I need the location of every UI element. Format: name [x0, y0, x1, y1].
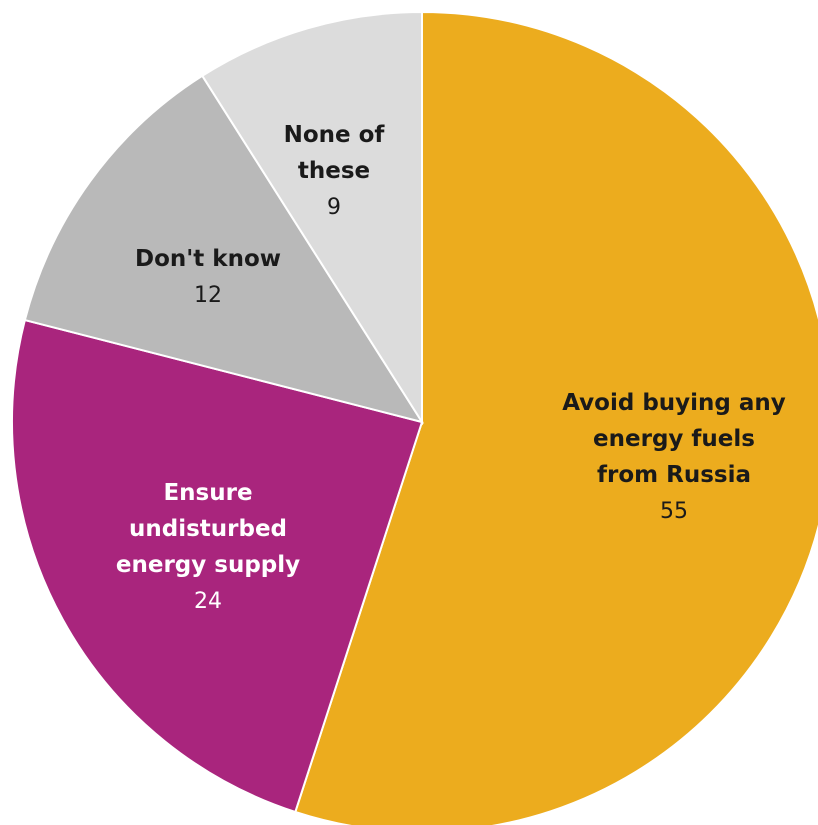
slice-label-text: Don't know [135, 246, 281, 272]
slice-label: Ensure undisturbed energy supply 24 [116, 480, 300, 614]
slice-label: Avoid buying any energy fuels from Russia 5… [562, 390, 786, 524]
slice-value-label: 12 [194, 283, 222, 308]
pie-slices [11, 10, 818, 825]
pie-slice [200, 10, 423, 426]
slice-label-text: energy supply [116, 552, 300, 578]
slice-value-label: 9 [327, 195, 341, 220]
slice-label: None of these 9 [284, 122, 386, 220]
pie-labels: Avoid buying any energy fuels from Russia 5… [116, 122, 786, 614]
slice-label-text: None of [284, 122, 386, 148]
slice-label-text: undisturbed [129, 516, 287, 542]
pie-slice [23, 74, 425, 424]
slice-label-text: these [298, 158, 370, 184]
pie-slice [294, 10, 818, 825]
slice-label-text: from Russia [597, 462, 751, 488]
slice-value-label: 24 [194, 589, 222, 614]
pie-slice [11, 318, 424, 814]
slice-label-text: Ensure [163, 480, 252, 506]
slice-value-label: 55 [660, 499, 688, 524]
slice-label: Don't know 12 [135, 246, 281, 308]
slice-label-text: Avoid buying any [562, 390, 786, 416]
slice-label-text: energy fuels [593, 426, 755, 452]
